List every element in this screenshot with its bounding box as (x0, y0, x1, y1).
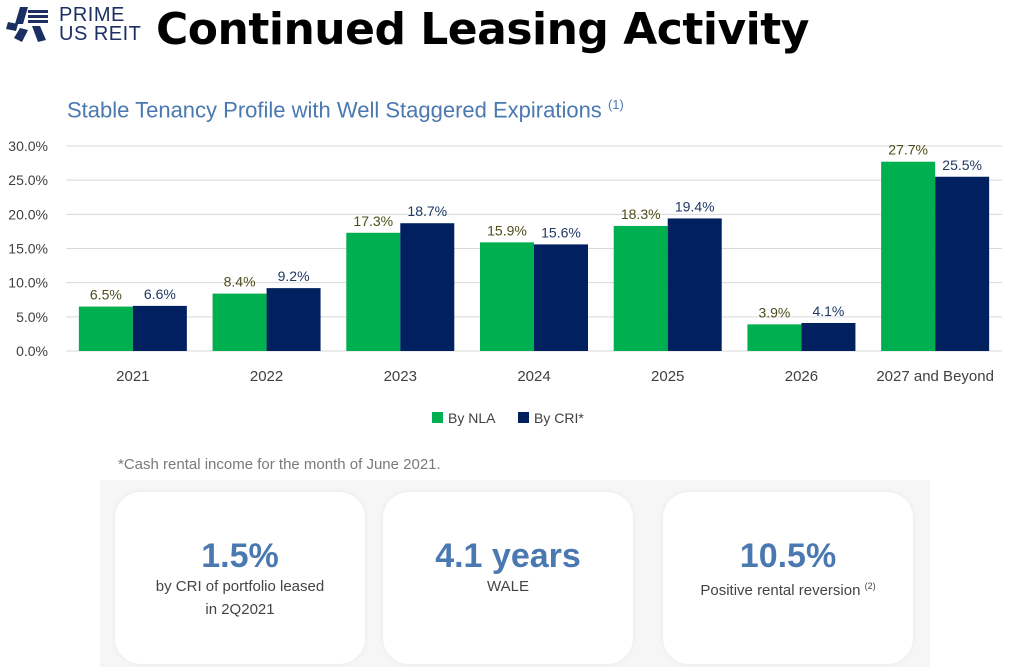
stat-card-wale: 4.1 years WALE (383, 492, 633, 664)
bar-nla (212, 293, 267, 351)
page-title: Continued Leasing Activity (156, 4, 809, 55)
logo-line2: US REIT (59, 23, 142, 45)
bar-cri (667, 218, 722, 351)
data-label: 8.4% (224, 274, 256, 290)
data-label: 25.5% (942, 157, 982, 173)
bar-nla (480, 242, 534, 351)
logo-star-icon (6, 7, 48, 42)
bar-nla (881, 161, 936, 351)
data-label: 18.7% (407, 203, 447, 219)
data-label: 9.2% (278, 268, 310, 284)
subtitle-text: Stable Tenancy Profile with Well Stagger… (67, 97, 602, 123)
data-label: 6.6% (144, 286, 176, 302)
stat-note: (2) (864, 581, 876, 591)
footnote: *Cash rental income for the month of Jun… (118, 456, 441, 473)
y-tick-label: 15.0% (8, 241, 48, 257)
y-tick-label: 10.0% (8, 275, 48, 291)
legend-swatch (432, 412, 443, 423)
y-tick-label: 25.0% (8, 172, 48, 188)
x-tick-label: 2027 and Beyond (876, 368, 994, 385)
bar-nla (346, 232, 401, 351)
bar-cri (801, 322, 856, 351)
data-label: 15.9% (487, 222, 527, 238)
stat-label: by CRI of portfolio leased (155, 578, 325, 595)
x-tick-label: 2022 (250, 368, 283, 385)
bar-cri (132, 305, 187, 351)
bar-cri (400, 223, 455, 351)
x-tick-label: 2021 (116, 368, 149, 385)
logo: PRIME US REIT (6, 4, 156, 48)
data-label: 15.6% (541, 224, 581, 240)
bar-cri (266, 288, 321, 351)
data-label: 17.3% (353, 213, 393, 229)
data-label: 19.4% (675, 198, 715, 214)
bar-nla (747, 324, 802, 351)
stat-card-leased: 1.5% by CRI of portfolio leased in 2Q202… (115, 492, 365, 664)
legend-label: By NLA (448, 410, 496, 426)
x-tick-label: 2025 (651, 368, 684, 385)
data-label: 27.7% (888, 142, 928, 158)
legend-label: By CRI* (534, 410, 584, 426)
bar-cri (935, 176, 990, 351)
y-tick-label: 0.0% (16, 343, 48, 359)
logo-line1: PRIME (59, 4, 125, 26)
stat-value: 4.1 years (435, 537, 581, 575)
stat-label-2: in 2Q2021 (205, 601, 275, 618)
y-tick-label: 5.0% (16, 309, 48, 325)
bar-nla (78, 306, 133, 351)
x-tick-label: 2023 (384, 368, 417, 385)
bar-nla (613, 225, 668, 351)
data-label: 18.3% (621, 206, 661, 222)
x-tick-label: 2024 (517, 368, 550, 385)
bar-cri (534, 244, 588, 351)
data-label: 3.9% (758, 304, 790, 320)
data-label: 6.5% (90, 287, 122, 303)
y-tick-label: 20.0% (8, 206, 48, 222)
data-label: 4.1% (812, 303, 844, 319)
stat-card-reversion: 10.5% Positive rental reversion (2) (663, 492, 913, 664)
subtitle-note: (1) (607, 97, 624, 112)
stat-value: 10.5% (739, 537, 837, 575)
x-tick-label: 2026 (785, 368, 818, 385)
stat-label-row: Positive rental reversion (2) (663, 576, 913, 601)
bar-chart: 0.0% 5.0% 10.0% 15.0% 20.0% 25.0% 30.0% 6.5% 6.6… (8, 138, 1002, 426)
stat-label: WALE (487, 578, 529, 595)
y-tick-label: 30.0% (8, 138, 48, 154)
chart-subtitle: Stable Tenancy Profile with Well Stagger… (67, 97, 624, 123)
legend-swatch (518, 412, 529, 423)
stat-value: 1.5% (201, 537, 279, 575)
stat-label: Positive rental reversion (700, 582, 861, 599)
